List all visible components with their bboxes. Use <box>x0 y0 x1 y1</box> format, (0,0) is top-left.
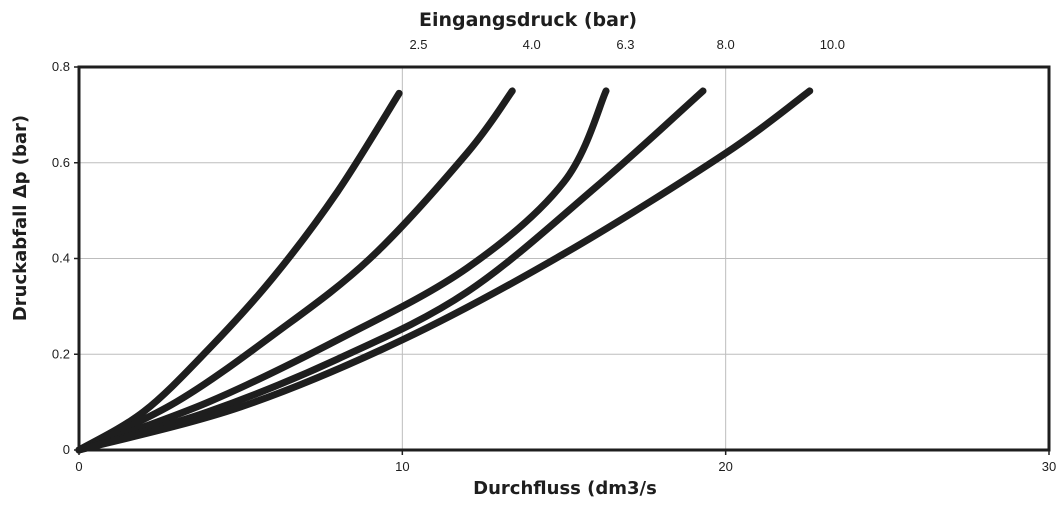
series-label: 8.0 <box>717 37 735 52</box>
series-labels: 2.5 4.0 6.3 8.0 10.0 <box>409 37 845 52</box>
series-label: 6.3 <box>616 37 634 52</box>
x-tick-label: 30 <box>1042 459 1056 474</box>
axis-ticks: 0 10 20 30 0 0.2 0.4 0.6 0.8 <box>52 59 1056 474</box>
y-tick-label: 0.6 <box>52 155 70 170</box>
chart-title: Eingangsdruck (bar) <box>419 9 637 31</box>
series-curve-6-3 <box>75 87 610 454</box>
y-tick-label: 0.4 <box>52 251 70 266</box>
y-tick-label: 0 <box>63 442 70 457</box>
y-tick-label: 0.2 <box>52 346 70 361</box>
series-label: 2.5 <box>409 37 427 52</box>
x-tick-label: 10 <box>395 459 409 474</box>
series-curve-10-0 <box>75 87 814 454</box>
grid-lines <box>79 67 1049 450</box>
series-curve-8-0 <box>75 87 707 454</box>
series-curve-2-5 <box>75 89 403 454</box>
series-label: 4.0 <box>523 37 541 52</box>
y-axis-title: Druckabfall Δp (bar) <box>10 115 31 321</box>
x-tick-label: 0 <box>75 459 82 474</box>
x-axis-title: Durchfluss (dm3/s <box>473 478 657 499</box>
series-label: 10.0 <box>820 37 845 52</box>
y-tick-label: 0.8 <box>52 59 70 74</box>
series-curves <box>75 87 814 454</box>
x-tick-label: 20 <box>718 459 732 474</box>
series-curve-4-0 <box>75 87 516 454</box>
